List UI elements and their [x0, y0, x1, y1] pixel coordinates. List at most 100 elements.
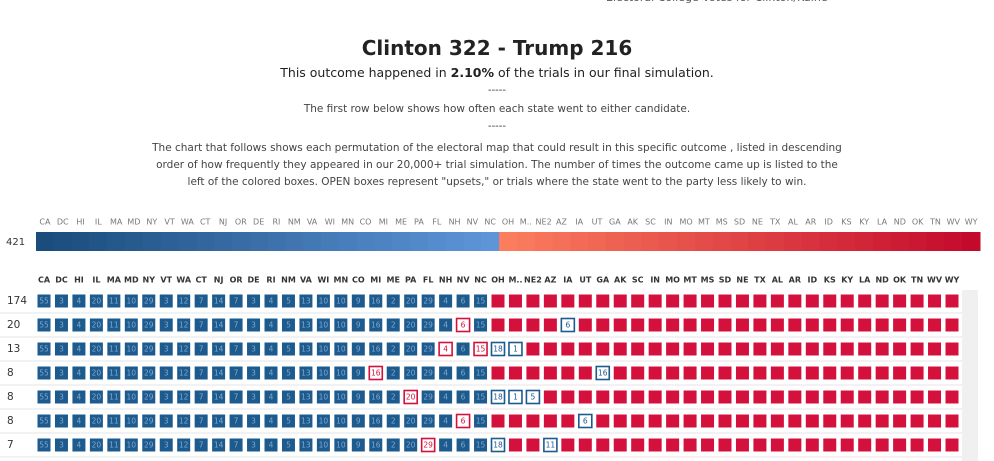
cell-ev: 16: [371, 417, 381, 426]
state-cell: [770, 438, 784, 452]
state-cell: [351, 366, 365, 380]
summary-cell: [427, 232, 447, 251]
state-cell: [124, 294, 138, 308]
cell-ev: 5: [286, 297, 291, 306]
cell-ev: 55: [39, 345, 49, 354]
state-cell: [159, 390, 173, 404]
cell-ev: 15: [476, 441, 486, 450]
state-header: SC: [645, 218, 656, 227]
cell-ev: 12: [179, 297, 189, 306]
state-header: M..: [520, 218, 532, 227]
state-cell: [299, 294, 313, 308]
cell-ev: 7: [199, 369, 204, 378]
state-cell: [124, 390, 138, 404]
state-cell: [264, 342, 278, 356]
state-cell: [72, 294, 86, 308]
cell-ev: 12: [179, 441, 189, 450]
cell-ev: 4: [269, 441, 274, 450]
state-cell: [718, 366, 732, 380]
state-header: TX: [754, 276, 766, 285]
cell-ev: 3: [59, 345, 64, 354]
state-header: NC: [474, 276, 487, 285]
state-cell: [89, 438, 103, 452]
cell-ev: 5: [286, 441, 291, 450]
state-header: DC: [55, 276, 68, 285]
state-header: PA: [414, 218, 424, 227]
state-header: SC: [632, 276, 644, 285]
state-header: IL: [92, 276, 100, 285]
summary-cell: [231, 232, 251, 251]
state-cell: [666, 390, 680, 404]
summary-cell: [374, 232, 393, 251]
state-header: KY: [859, 218, 869, 227]
state-cell: [212, 390, 226, 404]
state-cell: [142, 438, 156, 452]
state-cell: [107, 390, 121, 404]
cell-ev: 3: [164, 297, 169, 306]
state-cell: [945, 438, 959, 452]
cell-ev: 18: [493, 345, 503, 354]
state-header: AR: [805, 218, 816, 227]
state-cell: [159, 294, 173, 308]
state-cell: [928, 318, 942, 332]
cell-ev: 12: [179, 369, 189, 378]
state-cell: [613, 294, 627, 308]
state-cell: [596, 342, 610, 356]
state-cell: [718, 390, 732, 404]
state-header: HI: [76, 218, 84, 227]
cell-ev: 4: [269, 321, 274, 330]
state-cell: [439, 438, 453, 452]
state-cell: [945, 294, 959, 308]
state-cell: [334, 438, 348, 452]
cell-ev: 6: [461, 369, 466, 378]
state-cell: [351, 390, 365, 404]
summary-cell: [320, 232, 340, 251]
state-cell: [89, 318, 103, 332]
cell-ev: 29: [144, 321, 154, 330]
state-header: CT: [200, 218, 211, 227]
state-cell: [945, 318, 959, 332]
subtitle-text: This outcome happened in: [280, 65, 451, 80]
state-cell: [316, 438, 330, 452]
state-cell: [648, 318, 662, 332]
state-header: PA: [405, 276, 417, 285]
state-cell: [264, 390, 278, 404]
state-cell: [421, 294, 435, 308]
cell-ev: 7: [234, 345, 239, 354]
state-cell: [875, 342, 889, 356]
state-cell: [753, 366, 767, 380]
state-cell: [89, 366, 103, 380]
state-cell: [54, 318, 68, 332]
summary-cell: [196, 232, 215, 251]
subtitle: This outcome happened in 2.10% of the tr…: [0, 65, 994, 80]
state-header: MS: [701, 276, 715, 285]
cell-ev: 15: [476, 297, 486, 306]
state-cell: [37, 342, 51, 356]
state-cell: [316, 294, 330, 308]
paragraph-line: The chart that follows shows each permut…: [152, 142, 842, 154]
state-cell: [351, 294, 365, 308]
paragraph-line: order of how frequently they appeared in…: [156, 159, 838, 171]
cell-ev: 20: [92, 345, 102, 354]
state-cell: [159, 438, 173, 452]
upset-cell: [490, 389, 506, 405]
state-cell: [543, 390, 557, 404]
cell-ev: 4: [269, 417, 274, 426]
state-cell: [666, 366, 680, 380]
row-count: 20: [7, 319, 20, 331]
state-cell: [212, 294, 226, 308]
state-cell: [858, 294, 872, 308]
state-cell: [474, 390, 488, 404]
state-cell: [770, 366, 784, 380]
state-cell: [858, 438, 872, 452]
state-cell: [578, 390, 592, 404]
summary-cell: [837, 232, 856, 251]
state-cell: [735, 318, 749, 332]
state-cell: [421, 318, 435, 332]
cell-ev: 3: [251, 393, 256, 402]
state-cell: [823, 294, 837, 308]
summary-cell: [107, 232, 126, 251]
state-cell: [753, 414, 767, 428]
state-cell: [596, 438, 610, 452]
state-cell: [613, 342, 627, 356]
